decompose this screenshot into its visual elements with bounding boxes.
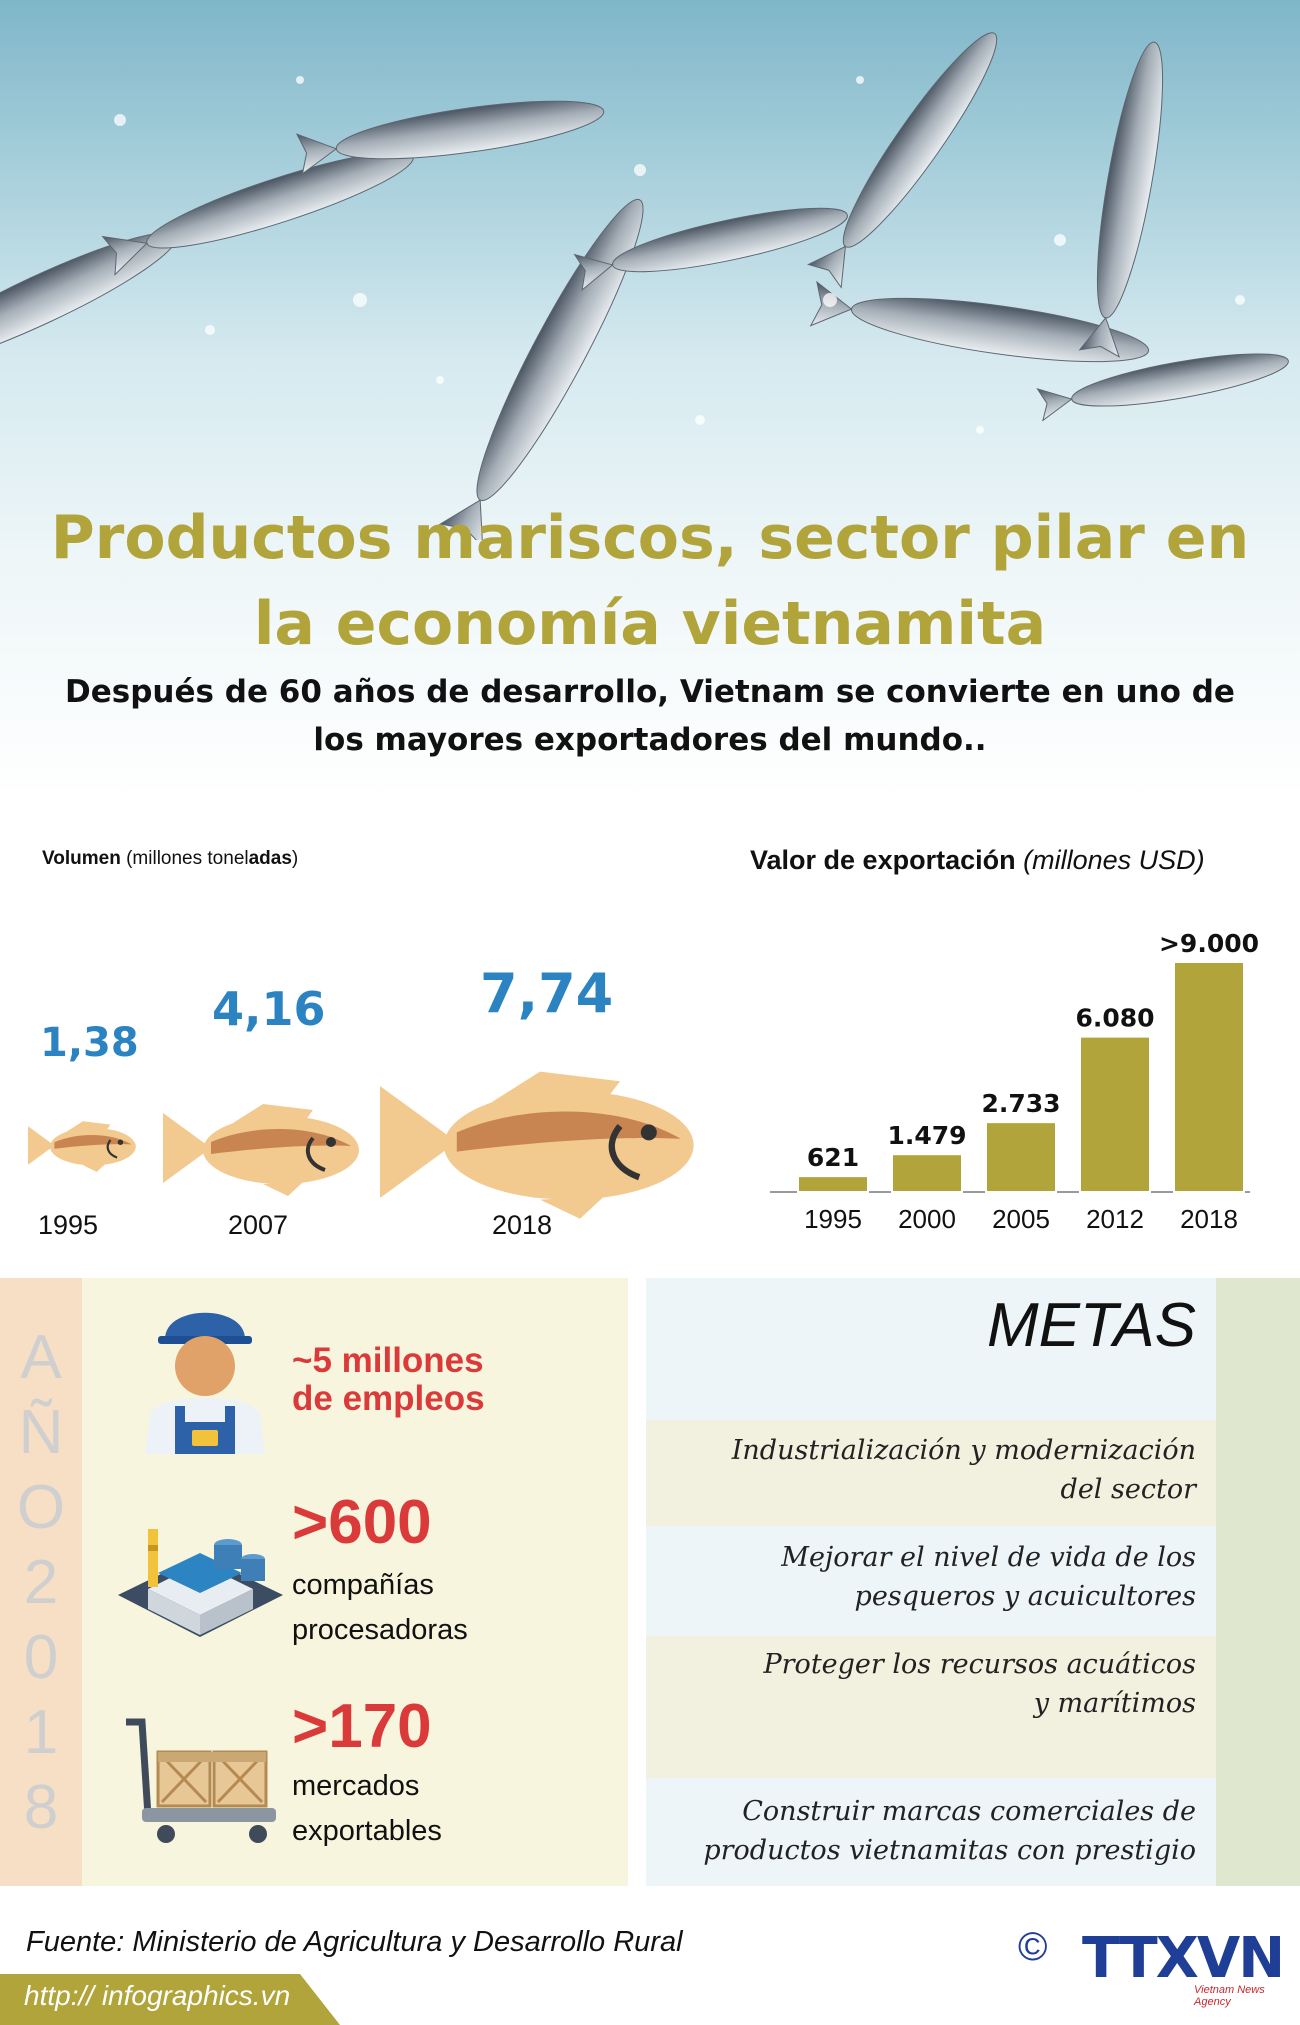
bar-value-label: 6.080 xyxy=(1075,1004,1154,1033)
worker-icon xyxy=(145,1312,265,1454)
volume-year-2007: 2007 xyxy=(228,1210,289,1240)
fish-icon xyxy=(380,1071,694,1219)
goals-edge xyxy=(1216,1278,1300,1886)
volume-value-2018: 7,74 xyxy=(480,962,614,1025)
year-vertical-label: A Ñ O 2 0 1 8 xyxy=(0,1320,82,1845)
goal-item: Industrialización y modernización del sec… xyxy=(676,1431,1196,1509)
bar-2012 xyxy=(1079,1035,1151,1193)
url-bar xyxy=(0,1974,340,2025)
goals-band xyxy=(646,1778,1216,1886)
year-letter: O xyxy=(16,1473,66,1542)
volume-year-1995: 1995 xyxy=(38,1210,99,1240)
fish-splash-image xyxy=(0,32,1289,540)
goals-band xyxy=(646,1636,1216,1778)
markets-label-line2: exportables xyxy=(292,1815,442,1847)
goal-line: Proteger los recursos acuáticos xyxy=(763,1649,1196,1680)
x-tick-label: 1995 xyxy=(804,1204,862,1234)
volume-heading-unit-end: ) xyxy=(291,848,299,869)
goal-item: Proteger los recursos acuáticos y marítim… xyxy=(676,1645,1196,1723)
year-letter: A xyxy=(20,1323,62,1392)
cart-icon xyxy=(126,1718,276,1843)
export-bar-chart: 621 1995 1.479 2000 2.733 2005 6.080 2012 >9.000… xyxy=(770,929,1259,1234)
bar-value-label: 621 xyxy=(807,1143,859,1172)
export-heading-unit: (millones USD) xyxy=(1023,845,1205,875)
goal-line: productos vietnamitas con prestigio xyxy=(703,1835,1196,1866)
companies-value: >600 xyxy=(292,1488,432,1557)
bar-value-label: 1.479 xyxy=(887,1121,966,1150)
goal-line: pesqueros y acuicultores xyxy=(854,1581,1196,1612)
employment-label: de empleos xyxy=(292,1379,485,1418)
url-link[interactable]: http:// infographics.vn xyxy=(24,1980,291,2011)
goals-band xyxy=(646,1278,1216,1420)
markets-label-line1: mercados xyxy=(292,1770,420,1802)
goals-band xyxy=(646,1526,1216,1636)
x-tick-label: 2012 xyxy=(1086,1204,1144,1234)
bar-value-label: 2.733 xyxy=(981,1089,1060,1118)
volume-heading-unit-bold: adas xyxy=(248,848,292,869)
year-letter: 2 xyxy=(23,1548,59,1617)
bar-2000 xyxy=(891,1153,963,1194)
goals-band xyxy=(646,1420,1216,1526)
year-letter: 8 xyxy=(23,1773,59,1842)
agency-logo: TTXVN xyxy=(1082,1926,1285,1991)
bar-2005 xyxy=(985,1121,1057,1193)
volume-year-2018: 2018 xyxy=(492,1210,553,1240)
goal-line: Mejorar el nivel de vida de los xyxy=(781,1542,1196,1573)
volume-heading: Volumen (millones toneladas) xyxy=(42,848,298,870)
markets-value: >170 xyxy=(292,1692,432,1761)
goal-line: Industrialización y modernización xyxy=(731,1435,1196,1466)
bar-2018 xyxy=(1173,961,1245,1193)
bar-1995 xyxy=(797,1175,869,1194)
source-text: Fuente: Ministerio de Agricultura y Desa… xyxy=(26,1926,683,1958)
goal-line: Construir marcas comerciales de xyxy=(742,1796,1196,1827)
employment-value: ~5 millones xyxy=(292,1341,484,1380)
companies-label-line2: procesadoras xyxy=(292,1614,468,1646)
goal-line: del sector xyxy=(1060,1474,1196,1505)
x-tick-label: 2018 xyxy=(1180,1204,1238,1234)
x-tick-label: 2000 xyxy=(898,1204,956,1234)
goal-item: Mejorar el nivel de vida de los pesqueros… xyxy=(676,1538,1196,1616)
year-strip xyxy=(0,1278,82,1886)
volume-heading-bold: Volumen xyxy=(42,848,121,869)
export-heading: Valor de exportación (millones USD) xyxy=(750,845,1205,876)
year-letter: 1 xyxy=(23,1698,59,1767)
page-subtitle: Después de 60 años de desarrollo, Vietna… xyxy=(65,674,1235,758)
page-title: Productos mariscos, sector pilar en la e… xyxy=(50,503,1250,659)
bar-value-label: >9.000 xyxy=(1159,929,1259,958)
goal-line: y marítimos xyxy=(1033,1688,1196,1719)
volume-value-2007: 4,16 xyxy=(212,982,326,1036)
fish-icon xyxy=(163,1104,359,1196)
volume-value-1995: 1,38 xyxy=(40,1020,139,1066)
goal-item: Construir marcas comerciales de productos… xyxy=(676,1792,1196,1870)
goals-title: METAS xyxy=(987,1291,1196,1360)
year-letter: 0 xyxy=(23,1623,59,1692)
agency-logo-subtitle: Vietnam News Agency xyxy=(1194,1984,1265,2008)
volume-heading-unit: (millones tonel xyxy=(120,848,249,869)
factory-icon xyxy=(118,1529,283,1637)
fish-icon xyxy=(28,1121,136,1172)
x-tick-label: 2005 xyxy=(992,1204,1050,1234)
export-heading-title: Valor de exportación xyxy=(750,845,1016,875)
copyright-icon: © xyxy=(1018,1925,1048,1969)
year-letter: Ñ xyxy=(18,1398,64,1467)
companies-label-line1: compañías xyxy=(292,1569,434,1601)
